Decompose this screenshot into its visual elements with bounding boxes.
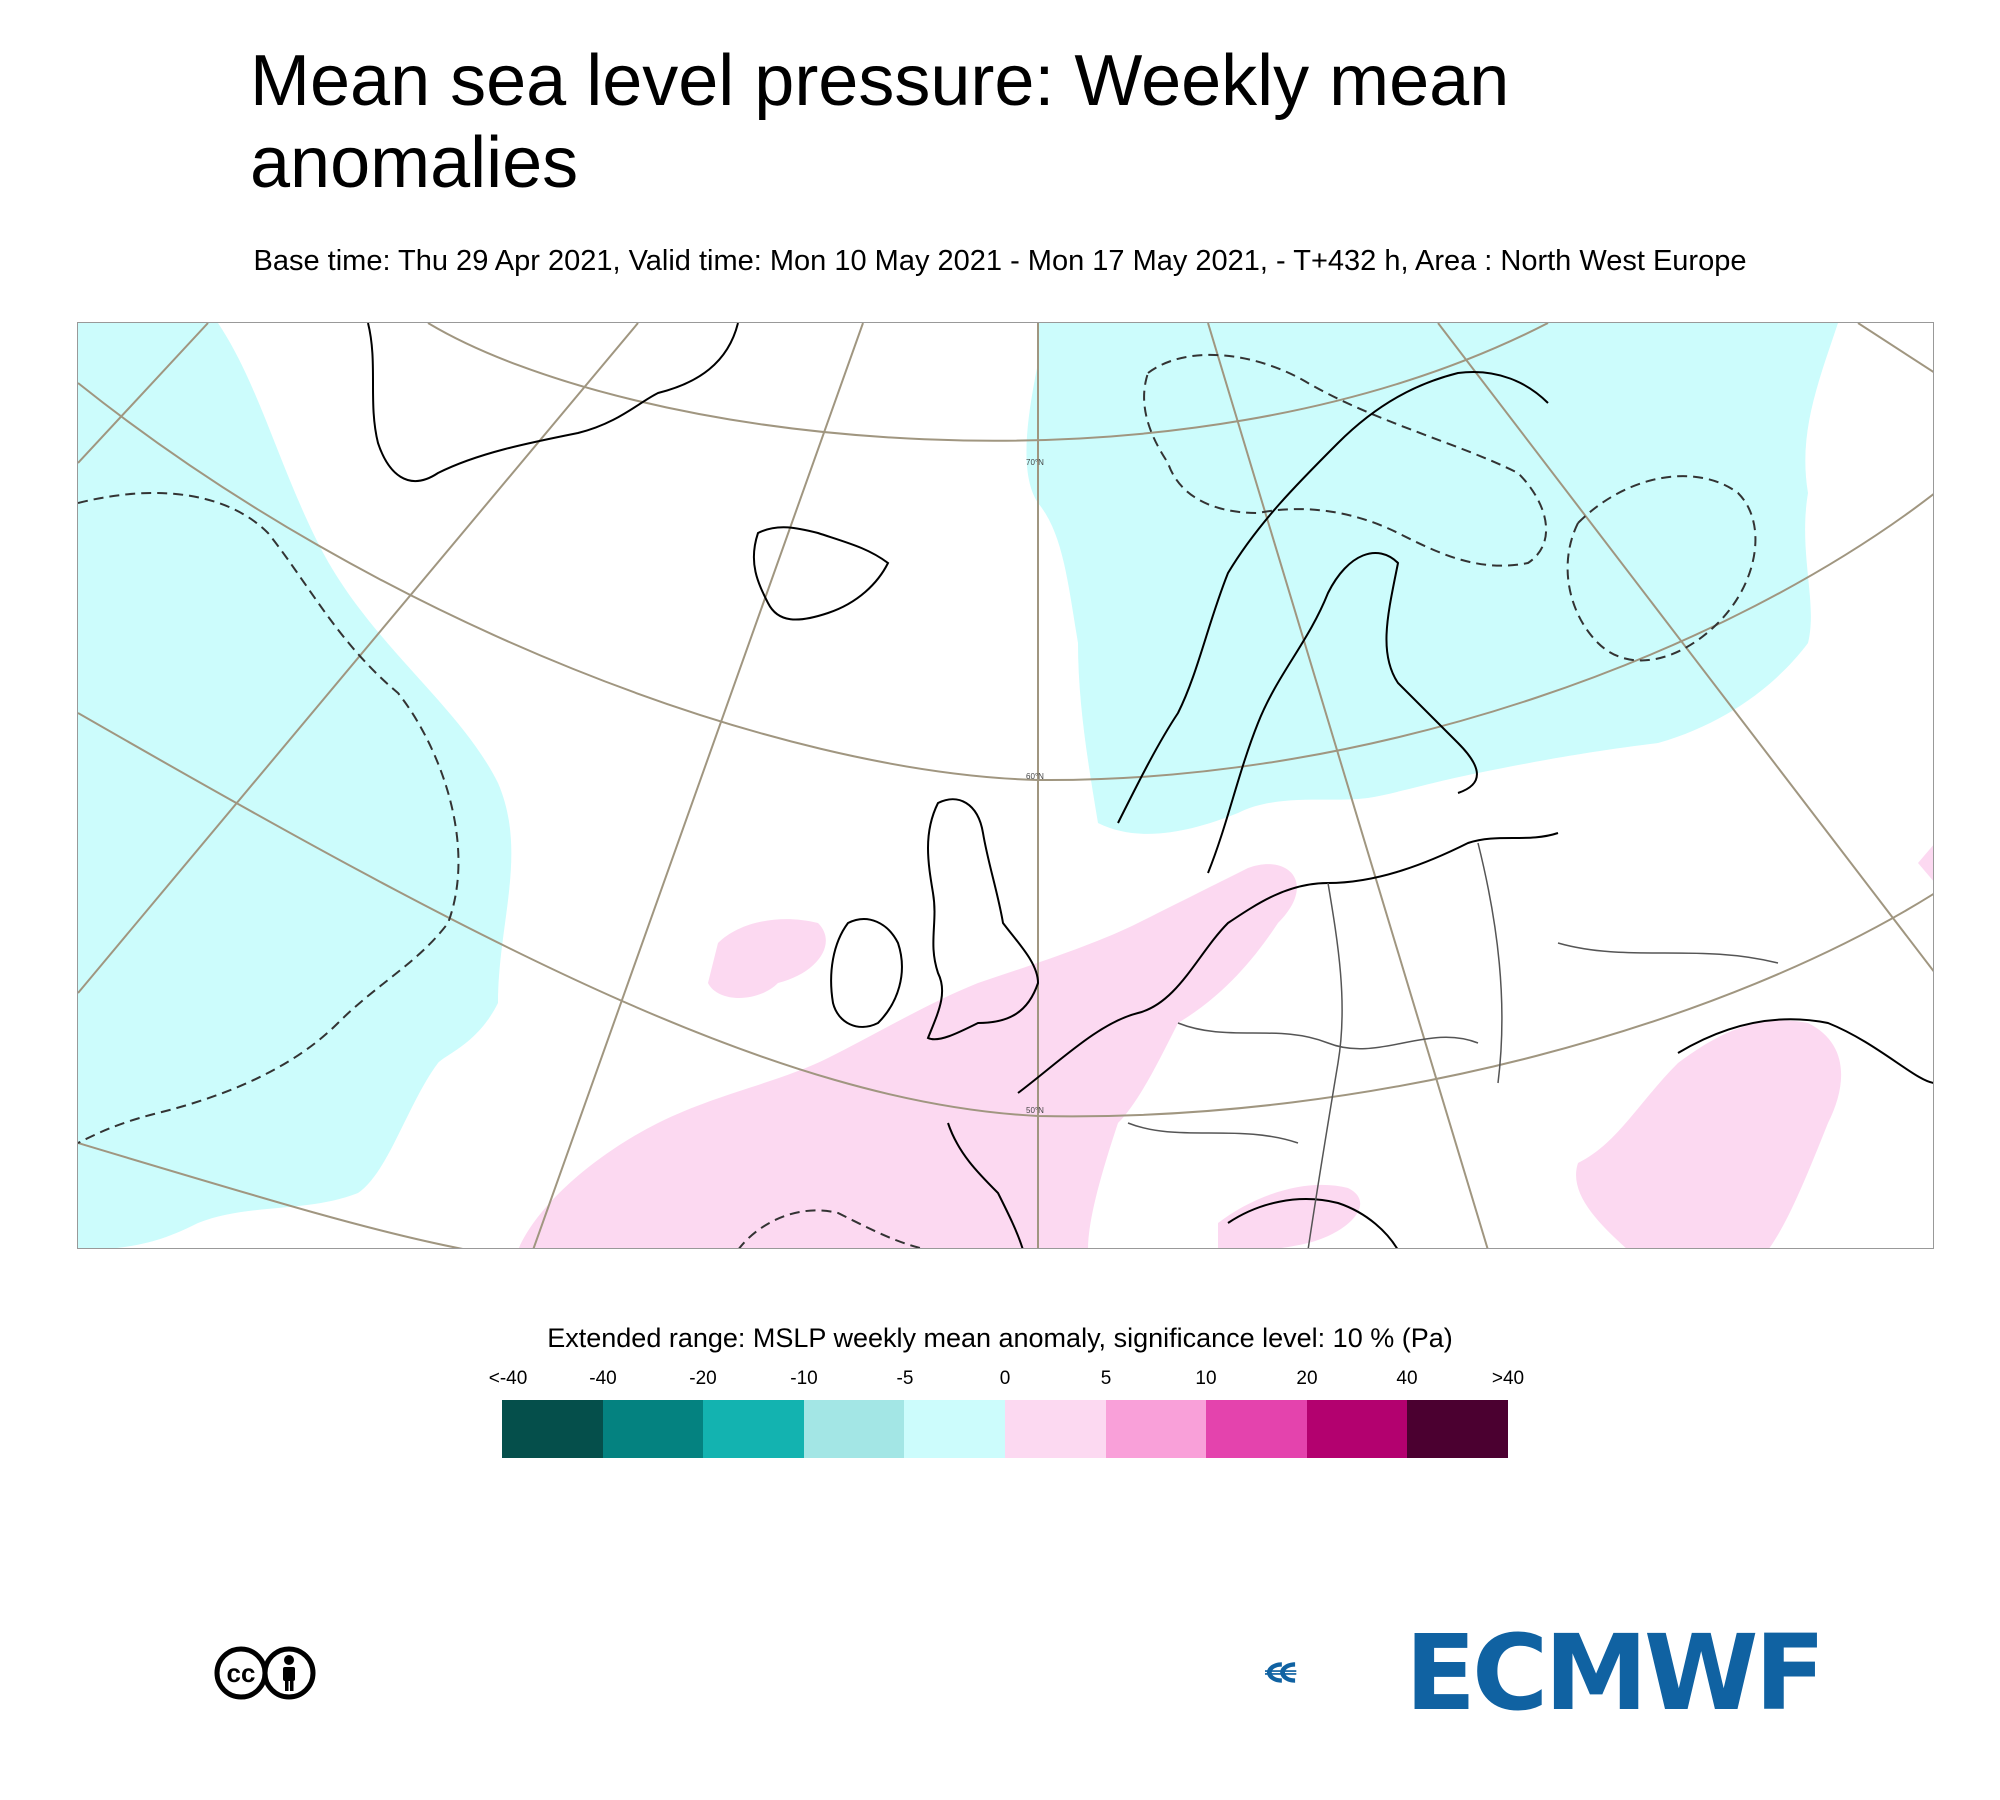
meridian-10w [532,323,864,1248]
page-title: Mean sea level pressure: Weekly mean ano… [250,41,1510,203]
tick-label: 0 [999,1368,1011,1389]
tick-label: <-40 [488,1368,528,1389]
lat-label-70n: 70°N [1026,458,1044,467]
anomaly-map: 70°N 60°N 50°N [77,322,1934,1249]
colorbar-swatch [904,1400,1005,1458]
meridian-20w [78,323,639,994]
coastline-italy [1227,1198,1398,1248]
colorbar-tick-labels: <-40 -40 -20 -10 -5 0 5 10 20 40 >40 [0,1368,2000,1398]
positive-anomaly-biscay [708,919,826,998]
colorbar-swatch [1206,1400,1307,1458]
graticule [78,323,1933,1248]
ecmwf-logo-text: ECMWF [1405,1612,1826,1734]
border-lines [1127,842,1779,1248]
negative-anomaly-scandinavia [1026,323,1838,834]
significance-contour-russia [1566,475,1757,662]
coastline-greenland [367,323,739,483]
coastline-france-biscay [947,1122,1024,1248]
lat-label-50n: 50°N [1026,1106,1044,1115]
tick-label: -5 [896,1368,914,1389]
coastlines [367,323,1933,1248]
legend-title: Extended range: MSLP weekly mean anomaly… [547,1323,1453,1353]
parallel-40n [78,1142,463,1248]
positive-anomaly-east-edge [1918,845,1933,881]
colorbar-swatch [602,1400,704,1458]
significance-contours [78,353,1757,1248]
coastline-ireland [830,918,903,1028]
positive-anomaly-west-europe [518,864,1297,1248]
tick-label: 10 [1195,1368,1217,1389]
lat-label-60n: 60°N [1026,772,1044,781]
cc-icon-text: cc [227,1658,256,1688]
meridian-30w [78,323,209,464]
tick-label: >40 [1491,1368,1525,1389]
colorbar-swatch [1105,1400,1207,1458]
coastline-iceland [752,526,890,621]
colorbar-swatch [1306,1400,1408,1458]
coastline-norway [1117,371,1549,824]
cc-by-icon: cc [214,1646,316,1700]
tick-label: -20 [689,1368,717,1389]
tick-label: -10 [790,1368,818,1389]
positive-anomaly-black-sea [1576,1020,1842,1248]
parallel-70n [427,323,1549,442]
colorbar-swatch [1004,1400,1106,1458]
tick-label: 5 [1100,1368,1112,1389]
colorbar-swatch [502,1400,603,1458]
coastline-continent [1017,832,1559,1094]
tick-label: -40 [589,1368,617,1389]
ecmwf-logo-icon [1265,1662,1297,1683]
meridian-10e [1207,323,1489,1248]
negative-anomaly-west-atlantic [78,323,512,1248]
coastline-black-sea [1677,1018,1933,1084]
coastline-great-britain [926,798,1040,1041]
colorbar [502,1400,1508,1458]
colorbar-swatch [803,1400,905,1458]
coastline-sweden-finland [1207,552,1478,874]
significance-contour-france [738,1209,925,1248]
colorbar-swatch [1407,1400,1508,1458]
meridian-30e [1857,323,1933,373]
map-subtitle: Base time: Thu 29 Apr 2021, Valid time: … [253,245,1747,277]
map-canvas: 70°N 60°N 50°N [78,323,1933,1248]
colorbar-swatch [703,1400,804,1458]
tick-label: 20 [1296,1368,1318,1389]
country-borders [1127,842,1779,1248]
significance-contour-atlantic [78,492,460,1144]
significance-contour-scandinavia [1143,353,1547,567]
tick-label: 40 [1396,1368,1418,1389]
